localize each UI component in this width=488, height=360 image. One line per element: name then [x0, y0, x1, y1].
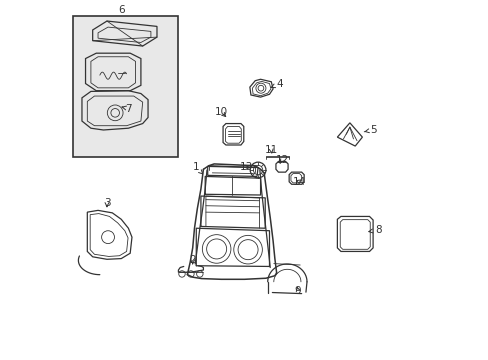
Text: 5: 5: [364, 125, 376, 135]
Text: 9: 9: [294, 286, 301, 296]
Text: 14: 14: [293, 177, 306, 187]
Bar: [73, 16, 178, 157]
Text: 6: 6: [118, 5, 124, 15]
Text: 3: 3: [103, 198, 110, 208]
Text: 11: 11: [264, 145, 277, 155]
Text: 4: 4: [271, 78, 283, 89]
Text: 8: 8: [368, 225, 381, 235]
Text: 2: 2: [189, 255, 196, 265]
Text: 10: 10: [214, 107, 227, 117]
Text: 7: 7: [122, 104, 131, 113]
Text: 13: 13: [239, 162, 252, 172]
Text: 1: 1: [193, 162, 203, 174]
Text: 12: 12: [275, 156, 288, 165]
